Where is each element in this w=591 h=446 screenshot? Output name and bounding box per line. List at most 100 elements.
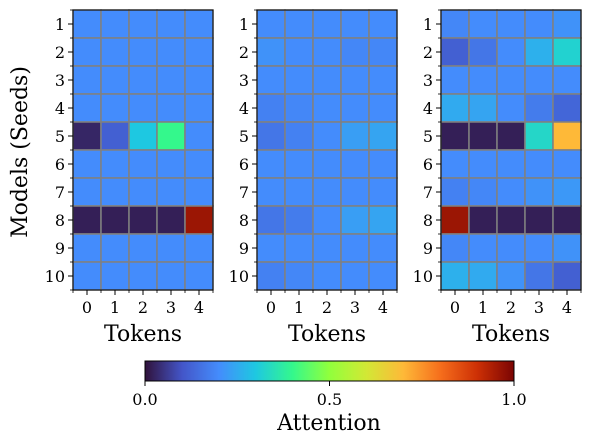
heatmap-cell: [128, 149, 158, 179]
heatmap-cell: [72, 261, 102, 291]
heatmap-cell: [156, 149, 186, 179]
heatmap-cell: [468, 121, 498, 151]
heatmap-cell: [524, 205, 554, 235]
heatmap-cell: [524, 65, 554, 95]
y-tick-label: 4: [55, 99, 65, 118]
heatmap-cell: [340, 121, 370, 151]
heatmap-cell: [468, 37, 498, 67]
heatmap-cell: [256, 65, 286, 95]
colorbar-ticks: 0.0 0.5 1.0: [132, 381, 527, 409]
heatmap-cell: [72, 149, 102, 179]
heatmap-cell: [100, 93, 130, 123]
heatmap-cell: [368, 261, 398, 291]
heatmap-cell: [100, 9, 130, 39]
heatmap-cell: [184, 177, 214, 207]
x-tick-label: 4: [562, 298, 572, 317]
heatmap-cell: [128, 65, 158, 95]
heatmap-cell: [156, 177, 186, 207]
x-tick-label: 2: [322, 298, 332, 317]
heatmap-cell: [524, 121, 554, 151]
heatmap-cell: [100, 233, 130, 263]
heatmap-cell: [100, 149, 130, 179]
heatmap-cell: [524, 9, 554, 39]
y-tick-label: 7: [55, 183, 65, 202]
y-tick-label: 10: [45, 267, 65, 286]
heatmap-cell: [184, 205, 214, 235]
heatmap-cell: [468, 149, 498, 179]
y-tick-label: 6: [423, 155, 433, 174]
heatmap-cell: [440, 37, 470, 67]
y-tick-label: 5: [239, 127, 249, 146]
y-tick-label: 8: [423, 211, 433, 230]
heatmap-cell: [340, 37, 370, 67]
heatmap-cell: [368, 149, 398, 179]
heatmap-cell: [156, 233, 186, 263]
heatmap-cell: [284, 65, 314, 95]
y-tick-label: 7: [423, 183, 433, 202]
heatmap-cell: [256, 9, 286, 39]
heatmap-cell: [468, 233, 498, 263]
heatmap-cell: [184, 149, 214, 179]
x-tick-label: 3: [166, 298, 176, 317]
y-tick-label: 2: [239, 43, 249, 62]
heatmap-cell: [524, 261, 554, 291]
heatmap-cell: [440, 261, 470, 291]
heatmap-cell: [312, 121, 342, 151]
heatmap-cell: [440, 177, 470, 207]
heatmap-cell: [552, 177, 582, 207]
heatmap-cell: [340, 93, 370, 123]
heatmap-cell: [156, 261, 186, 291]
heatmap-cell: [524, 177, 554, 207]
y-tick-label: 9: [55, 239, 65, 258]
heatmap-cell: [468, 177, 498, 207]
x-tick-label: 2: [506, 298, 516, 317]
heatmap-cell: [340, 9, 370, 39]
heatmap-cell: [368, 233, 398, 263]
heatmap-cell: [72, 177, 102, 207]
heatmap-cell: [184, 261, 214, 291]
heatmap-cell: [552, 149, 582, 179]
heatmap-cell: [100, 121, 130, 151]
heatmap-cell: [72, 233, 102, 263]
x-tick-label: 3: [350, 298, 360, 317]
heatmap-cell: [368, 37, 398, 67]
heatmap-cell: [156, 37, 186, 67]
y-tick-label: 1: [239, 15, 249, 34]
y-tick-label: 3: [239, 71, 249, 90]
heatmap-cell: [184, 9, 214, 39]
heatmap-cell: [496, 233, 526, 263]
y-tick-label: 5: [423, 127, 433, 146]
y-tick-label: 4: [239, 99, 249, 118]
y-tick-label: 2: [55, 43, 65, 62]
heatmap-cell: [468, 65, 498, 95]
heatmap-cell: [440, 149, 470, 179]
y-tick-label: 1: [423, 15, 433, 34]
heatmap-cell: [552, 261, 582, 291]
heatmap-cell: [100, 261, 130, 291]
heatmap-cell: [128, 233, 158, 263]
x-tick-label: 1: [478, 298, 488, 317]
heatmap-cell: [100, 37, 130, 67]
heatmap-cell: [312, 261, 342, 291]
x-tick-label: 2: [138, 298, 148, 317]
heatmap-cell: [256, 93, 286, 123]
heatmap-cell: [468, 93, 498, 123]
heatmap-cell: [312, 149, 342, 179]
heatmap-cell: [496, 205, 526, 235]
heatmap-cell: [72, 9, 102, 39]
x-tick-label: 0: [450, 298, 460, 317]
heatmap-cell: [340, 205, 370, 235]
heatmap-cell: [72, 121, 102, 151]
colorbar-tick-label: 0.0: [132, 390, 157, 409]
heatmap-cell: [256, 37, 286, 67]
heatmap-cell: [524, 93, 554, 123]
heatmap-cell: [128, 9, 158, 39]
heatmap-cell: [524, 149, 554, 179]
heatmap-cell: [312, 177, 342, 207]
colorbar-tick-label: 0.5: [317, 390, 342, 409]
heatmap-cell: [552, 205, 582, 235]
heatmap-cell: [284, 261, 314, 291]
y-tick-label: 6: [239, 155, 249, 174]
heatmap-cell: [184, 37, 214, 67]
